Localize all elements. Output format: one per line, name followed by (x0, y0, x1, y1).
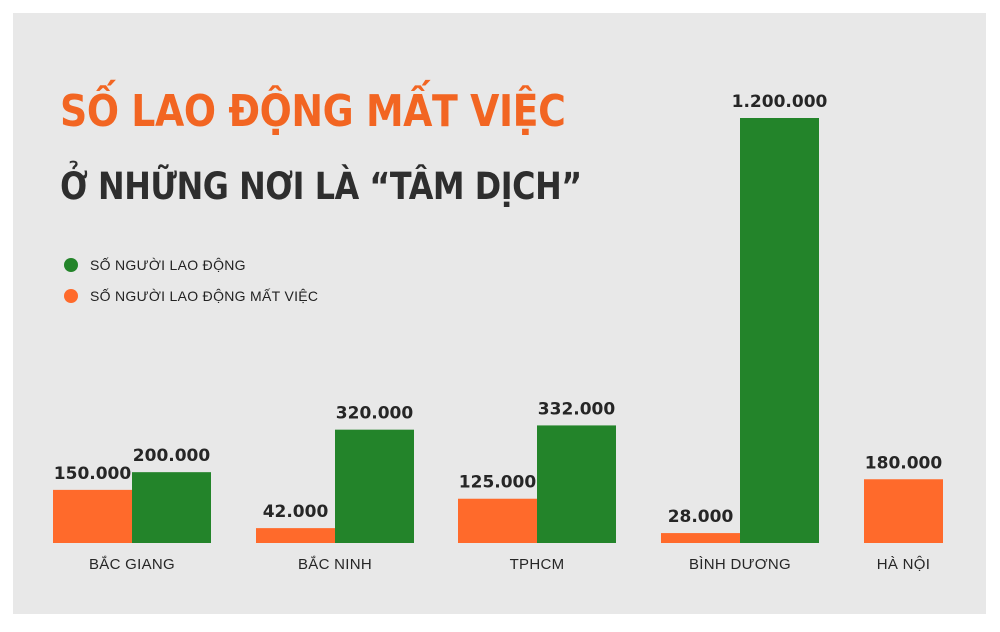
chart-title: SỐ LAO ĐỘNG MẤT VIỆC (60, 86, 566, 137)
bar-ha-noi-s0 (864, 479, 943, 543)
bar-bac-giang-s1 (132, 472, 211, 543)
category-label-ha-noi: HÀ NỘI (877, 556, 930, 573)
legend-item-jobless: SỐ NGƯỜI LAO ĐỘNG MẤT VIỆC (64, 286, 318, 306)
category-label-bac-giang: BẮC GIANG (89, 555, 175, 573)
bar-bac-ninh-s0 (256, 528, 335, 543)
data-label-binh-duong-s1: 1.200.000 (732, 92, 828, 112)
category-label-binh-duong: BÌNH DƯƠNG (689, 556, 791, 573)
data-label-binh-duong-s0: 28.000 (668, 507, 734, 527)
data-label-tphcm-s1: 332.000 (538, 399, 616, 419)
legend-swatch-workers (64, 258, 78, 272)
bar-tphcm-s1 (537, 425, 616, 543)
legend-label-workers: SỐ NGƯỜI LAO ĐỘNG (90, 257, 246, 273)
legend-item-workers: SỐ NGƯỜI LAO ĐỘNG (64, 255, 246, 275)
data-label-bac-giang-s1: 200.000 (133, 446, 211, 466)
chart-subtitle: Ở NHỮNG NƠI LÀ “TÂM DỊCH” (60, 165, 582, 208)
bar-tphcm-s0 (458, 498, 537, 543)
category-label-tphcm: TPHCM (510, 556, 565, 573)
legend-label-jobless: SỐ NGƯỜI LAO ĐỘNG MẤT VIỆC (90, 288, 319, 304)
legend-swatch-jobless (64, 289, 78, 303)
data-label-bac-giang-s0: 150.000 (54, 464, 132, 484)
data-label-bac-ninh-s0: 42.000 (263, 502, 329, 522)
category-label-bac-ninh: BẮC NINH (298, 555, 372, 573)
data-label-bac-ninh-s1: 320.000 (336, 404, 414, 424)
data-label-tphcm-s0: 125.000 (459, 473, 537, 493)
bar-binh-duong-s1 (740, 118, 819, 543)
bar-bac-ninh-s1 (335, 429, 414, 543)
data-label-ha-noi-s0: 180.000 (865, 453, 943, 473)
bar-bac-giang-s0 (53, 489, 132, 543)
bar-binh-duong-s0 (661, 533, 740, 543)
